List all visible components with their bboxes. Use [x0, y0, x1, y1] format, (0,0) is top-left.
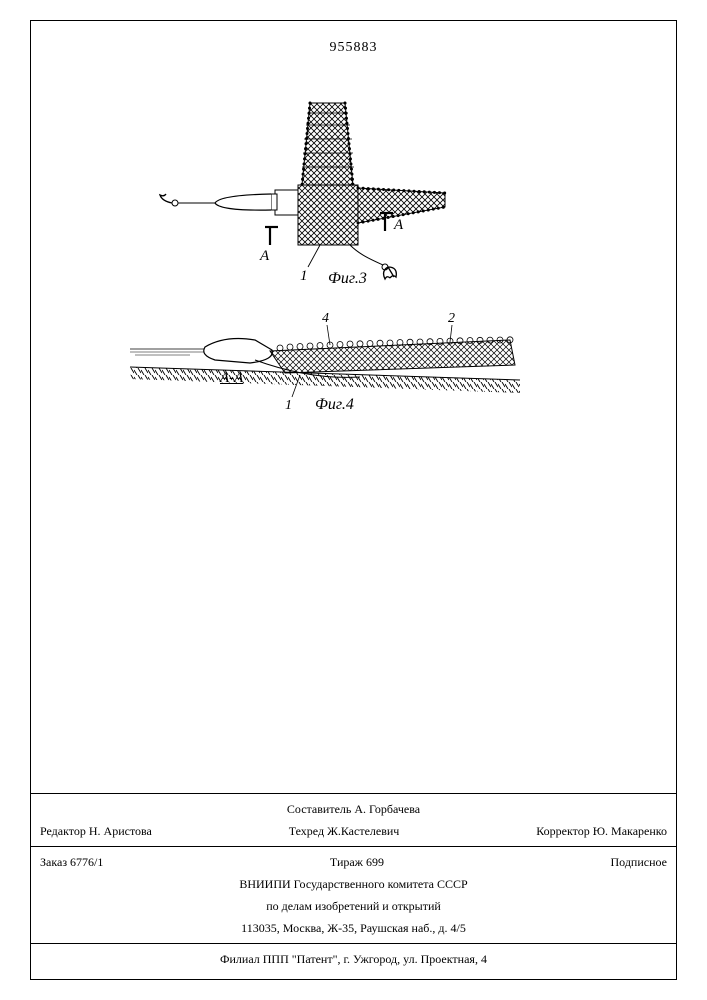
- compiler-line: Составитель А. Горбачева: [30, 798, 677, 820]
- corrector: Корректор Ю. Макаренко: [536, 822, 667, 840]
- signed: Подписное: [611, 853, 668, 871]
- circulation: Тираж 699: [330, 853, 384, 871]
- credits-row: Редактор Н. Аристова Техред Ж.Кастелевич…: [30, 820, 677, 842]
- figure-4: 4 2 1 Фиг.4: [50, 305, 610, 435]
- footer-block: Составитель А. Горбачева Редактор Н. Ари…: [30, 789, 677, 970]
- order-row: Заказ 6776/1 Тираж 699 Подписное: [30, 851, 677, 873]
- figure-3: А А 1 Фиг.3: [50, 95, 610, 295]
- fig3-label: Фиг.3: [328, 270, 367, 287]
- institution-1: ВНИИПИ Государственного комитета СССР: [30, 873, 677, 895]
- figures-area: А А 1 Фиг.3 А-А: [50, 95, 610, 435]
- branch: Филиал ППП "Патент", г. Ужгород, ул. Про…: [30, 948, 677, 970]
- editor: Редактор Н. Аристова: [40, 822, 152, 840]
- address-1: 113035, Москва, Ж-35, Раушская наб., д. …: [30, 917, 677, 939]
- institution-2: по делам изобретений и открытий: [30, 895, 677, 917]
- section-mark-a-right: А: [393, 217, 404, 233]
- section-mark-a-left: А: [259, 248, 270, 264]
- fig4-callout-2: 2: [448, 311, 455, 326]
- fig4-label: Фиг.4: [315, 396, 354, 413]
- order-number: Заказ 6776/1: [40, 853, 103, 871]
- fig4-callout-1: 1: [285, 398, 292, 413]
- patent-number: 955883: [0, 40, 707, 56]
- fig3-callout-1: 1: [300, 268, 308, 284]
- tech-editor: Техред Ж.Кастелевич: [289, 822, 400, 840]
- section-aa-label: А-А: [220, 370, 243, 387]
- fig4-callout-4: 4: [322, 311, 329, 326]
